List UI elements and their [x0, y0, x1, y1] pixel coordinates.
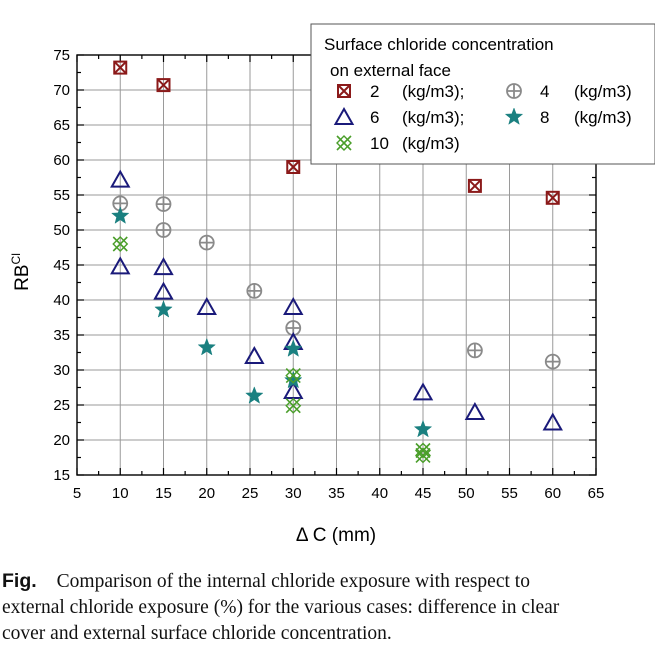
axes: 5 10 15 20 25 30 35 40 45 50 55 60 65152025303540455…: [53, 47, 604, 502]
x-tick-label: 25: [242, 485, 259, 502]
x-tick-label: 15: [155, 485, 172, 502]
data-point-boxed-x: [156, 78, 171, 93]
scatter-chart: 5 10 15 20 25 30 35 40 45 50 55 60 65152025303540455…: [9, 23, 655, 546]
data-point-boxed-x: [113, 60, 128, 75]
data-point-circle-plus: [246, 282, 263, 299]
y-tick-label: 60: [53, 152, 70, 169]
x-tick-label: 65: [588, 485, 605, 502]
y-tick-label: 50: [53, 222, 70, 239]
data-point-star: [284, 370, 303, 389]
data-point-triangle: [110, 169, 131, 188]
legend-marker-triangle: [333, 106, 355, 125]
legend-unit: (kg/m3): [574, 82, 632, 101]
y-tick-label: 35: [53, 327, 70, 344]
y-tick-label: 70: [53, 82, 70, 99]
caption-label: Fig.: [2, 570, 37, 592]
data-point-triangle: [196, 296, 217, 315]
data-point-circle-plus: [155, 196, 172, 213]
data-point-triangle: [153, 281, 174, 300]
x-tick-label: 20: [198, 485, 215, 502]
data-point-triangle: [412, 382, 434, 401]
x-tick-label: 40: [371, 485, 388, 502]
data-point-double-x: [285, 397, 302, 414]
legend-unit: (kg/m3);: [402, 82, 464, 101]
legend-marker-circle-plus: [506, 83, 522, 99]
caption-line-2: external chloride exposure (%) for the v…: [2, 597, 560, 618]
y-axis-label-superscript: Cl: [9, 253, 23, 264]
caption-line-1: Fig. Comparison of the internal chloride …: [2, 568, 655, 595]
x-tick-label: 10: [112, 485, 129, 502]
data-point-triangle: [283, 296, 304, 315]
caption-line-3: cover and external surface chloride conc…: [2, 623, 392, 644]
data-point-double-x: [415, 447, 431, 464]
x-axis-label: Δ C (mm): [296, 525, 376, 546]
x-tick-label: 30: [285, 485, 302, 502]
data-point-star: [111, 206, 130, 224]
data-point-star: [154, 300, 173, 318]
legend-unit: (kg/m3): [402, 134, 460, 153]
x-tick-label: 55: [501, 485, 518, 502]
legend-subtitle: on external face: [330, 61, 451, 80]
figure-caption: Fig. Comparison of the internal chloride …: [2, 568, 655, 647]
data-point-triangle: [542, 412, 563, 431]
legend-unit: (kg/m3): [574, 108, 632, 127]
data-point-boxed-x: [467, 178, 482, 193]
y-tick-label: 40: [53, 292, 70, 309]
legend-marker-star: [504, 107, 524, 125]
data-point-star: [284, 339, 303, 357]
caption-text-1: Comparison of the internal chloride expo…: [56, 571, 530, 592]
x-tick-label: 50: [458, 485, 475, 502]
y-axis-label: RBCl: [9, 253, 33, 291]
legend-marker-double-x: [336, 135, 352, 151]
legend-label: 10: [370, 134, 389, 153]
legend-label: 2: [370, 82, 379, 101]
data-point-star: [413, 419, 433, 438]
data-point-triangle: [244, 345, 265, 364]
data-point-star: [245, 386, 264, 404]
data-point-triangle: [153, 257, 174, 276]
y-tick-label: 55: [53, 187, 70, 204]
legend-title: Surface chloride concentration: [324, 35, 554, 54]
data-point-circle-plus: [466, 342, 483, 359]
y-tick-label: 75: [53, 47, 70, 64]
x-tick-label: 5: [73, 485, 81, 502]
y-tick-label: 30: [53, 362, 70, 379]
legend-label: 8: [540, 108, 549, 127]
data-point-circle-plus: [544, 353, 561, 370]
x-tick-label: 35: [328, 485, 345, 502]
x-tick-label: 60: [544, 485, 561, 502]
y-tick-label: 15: [53, 467, 70, 484]
legend: Surface chloride concentration on extern…: [310, 23, 655, 165]
data-point-boxed-x: [545, 190, 560, 205]
y-axis-label-main: RB: [12, 264, 33, 290]
y-tick-label: 25: [53, 397, 70, 414]
data-point-circle-plus: [198, 234, 215, 251]
legend-unit: (kg/m3);: [402, 108, 464, 127]
legend-label: 4: [540, 82, 549, 101]
data-point-boxed-x: [286, 160, 301, 174]
legend-box: [310, 23, 655, 165]
data-point-double-x: [112, 236, 129, 252]
x-tick-label: 45: [415, 485, 432, 502]
legend-label: 6: [370, 108, 379, 127]
data-points: [110, 60, 563, 464]
data-point-triangle: [110, 256, 131, 275]
y-tick-label: 65: [53, 117, 70, 134]
data-point-triangle: [464, 401, 486, 420]
y-tick-label: 20: [53, 432, 70, 449]
legend-marker-boxed-x: [337, 84, 351, 98]
y-tick-label: 45: [53, 257, 70, 274]
data-point-double-x: [285, 367, 302, 384]
data-point-circle-plus: [155, 222, 172, 238]
data-point-star: [197, 337, 216, 356]
data-point-double-x: [415, 442, 431, 459]
